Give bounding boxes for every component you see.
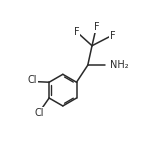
Text: NH₂: NH₂ (110, 60, 129, 70)
Text: F: F (110, 31, 116, 41)
Text: Cl: Cl (27, 75, 37, 85)
Text: Cl: Cl (34, 108, 44, 118)
Text: F: F (94, 22, 99, 32)
Text: F: F (74, 27, 79, 37)
